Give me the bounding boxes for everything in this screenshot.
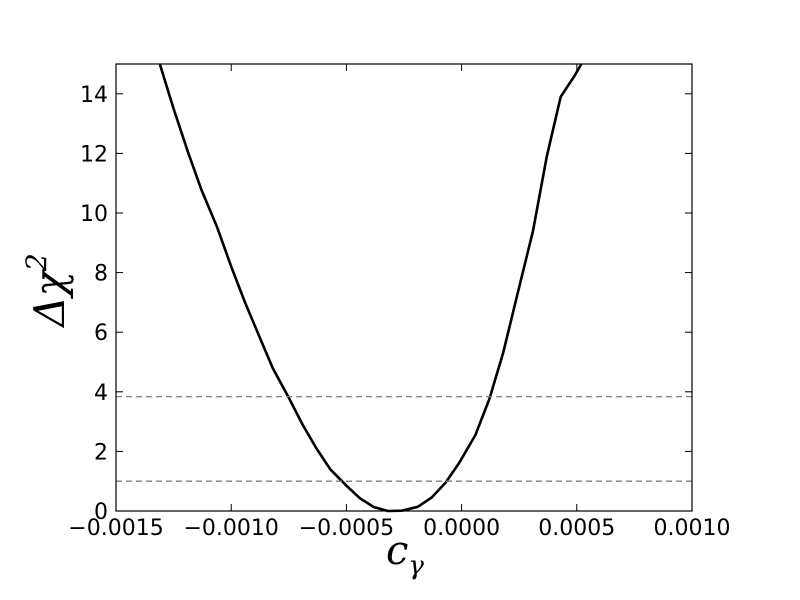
y-tick-label-3: 6 — [94, 321, 108, 346]
y-axis-title-superscript: 2 — [20, 253, 53, 272]
y-axis-title-main: Δχ — [25, 268, 74, 328]
y-tick-label-0: 0 — [94, 500, 108, 525]
ticks-layer — [115, 64, 693, 512]
x-axis-title: cγ — [386, 528, 424, 581]
x-tick-label-1: −0.0010 — [183, 516, 278, 541]
plot-frame — [115, 63, 693, 512]
y-tick-label-4: 8 — [94, 262, 108, 287]
y-axis-title: Δχ2 — [20, 253, 74, 329]
chi-square-curve — [158, 63, 583, 513]
series-layer — [116, 63, 692, 513]
y-tick-label-5: 10 — [80, 202, 108, 227]
y-tick-label-7: 14 — [80, 83, 108, 108]
y-tick-label-1: 2 — [94, 440, 108, 465]
y-tick-label-6: 12 — [80, 142, 108, 167]
x-axis-title-subscript: γ — [408, 551, 424, 581]
x-tick-label-4: 0.0005 — [538, 516, 615, 541]
y-tick-label-2: 4 — [94, 381, 108, 406]
x-tick-label-3: 0.0000 — [423, 516, 500, 541]
labels-layer: −0.0015 −0.0010 −0.0005 0.0000 0.0005 0.0010 0… — [68, 83, 730, 541]
x-tick-label-0: −0.0015 — [68, 516, 163, 541]
x-axis-title-main: c — [386, 528, 408, 574]
x-tick-label-2: −0.0005 — [299, 516, 394, 541]
x-tick-label-5: 0.0010 — [654, 516, 731, 541]
